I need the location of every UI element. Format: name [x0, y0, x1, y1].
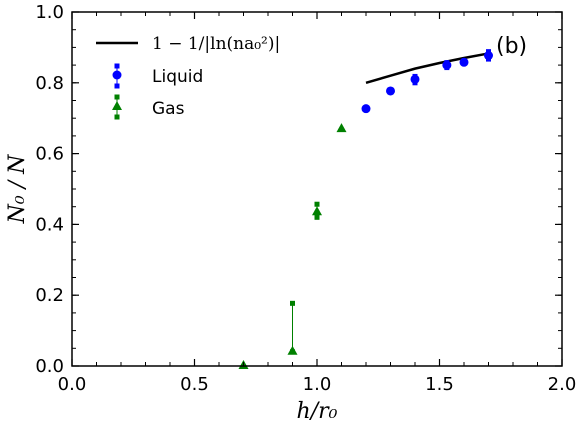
x-tick-label: 2.0 [548, 374, 577, 395]
x-axis-label: h/r₀ [297, 399, 338, 424]
gas-point [336, 123, 347, 133]
gas-point [312, 201, 322, 220]
y-tick-label: 0.2 [35, 285, 64, 306]
y-tick-label: 0.4 [35, 214, 64, 235]
y-tick-label: 0.0 [35, 356, 64, 377]
liquid-point [386, 86, 395, 96]
liquid-point [410, 73, 420, 86]
axes: 0.0 0.5 1.0 1.5 2.0 0.0 0.2 0.4 0.6 0.8 1.0 [35, 2, 576, 395]
liquid-point [361, 104, 371, 114]
x-tick-label: 0.0 [58, 374, 87, 395]
x-tick-label: 0.5 [180, 374, 209, 395]
liquid-point [442, 60, 452, 71]
y-axis-label: N₀ / N [5, 154, 30, 224]
theory-curve [365, 52, 489, 85]
legend-label-gas: Gas [152, 99, 185, 119]
y-tick-label: 0.6 [35, 144, 64, 165]
y-tick-label: 1.0 [35, 2, 64, 23]
plot-area [238, 49, 493, 369]
legend-label-theory: 1 − 1/|ln(na₀²)| [152, 34, 280, 54]
x-tick-label: 1.0 [303, 374, 332, 395]
legend-label-liquid: Liquid [152, 67, 203, 87]
liquid-point [459, 57, 469, 67]
y-tick-label: 0.8 [35, 73, 64, 94]
legend-liquid-marker [112, 63, 122, 89]
axes-frame [71, 11, 563, 367]
legend-gas-marker [112, 94, 122, 120]
gas-point [287, 300, 298, 355]
x-tick-label: 1.5 [425, 374, 454, 395]
legend: 1 − 1/|ln(na₀²)| Liquid Gas [96, 34, 280, 120]
liquid-point [484, 49, 493, 62]
panel-annotation: (b) [496, 34, 527, 59]
